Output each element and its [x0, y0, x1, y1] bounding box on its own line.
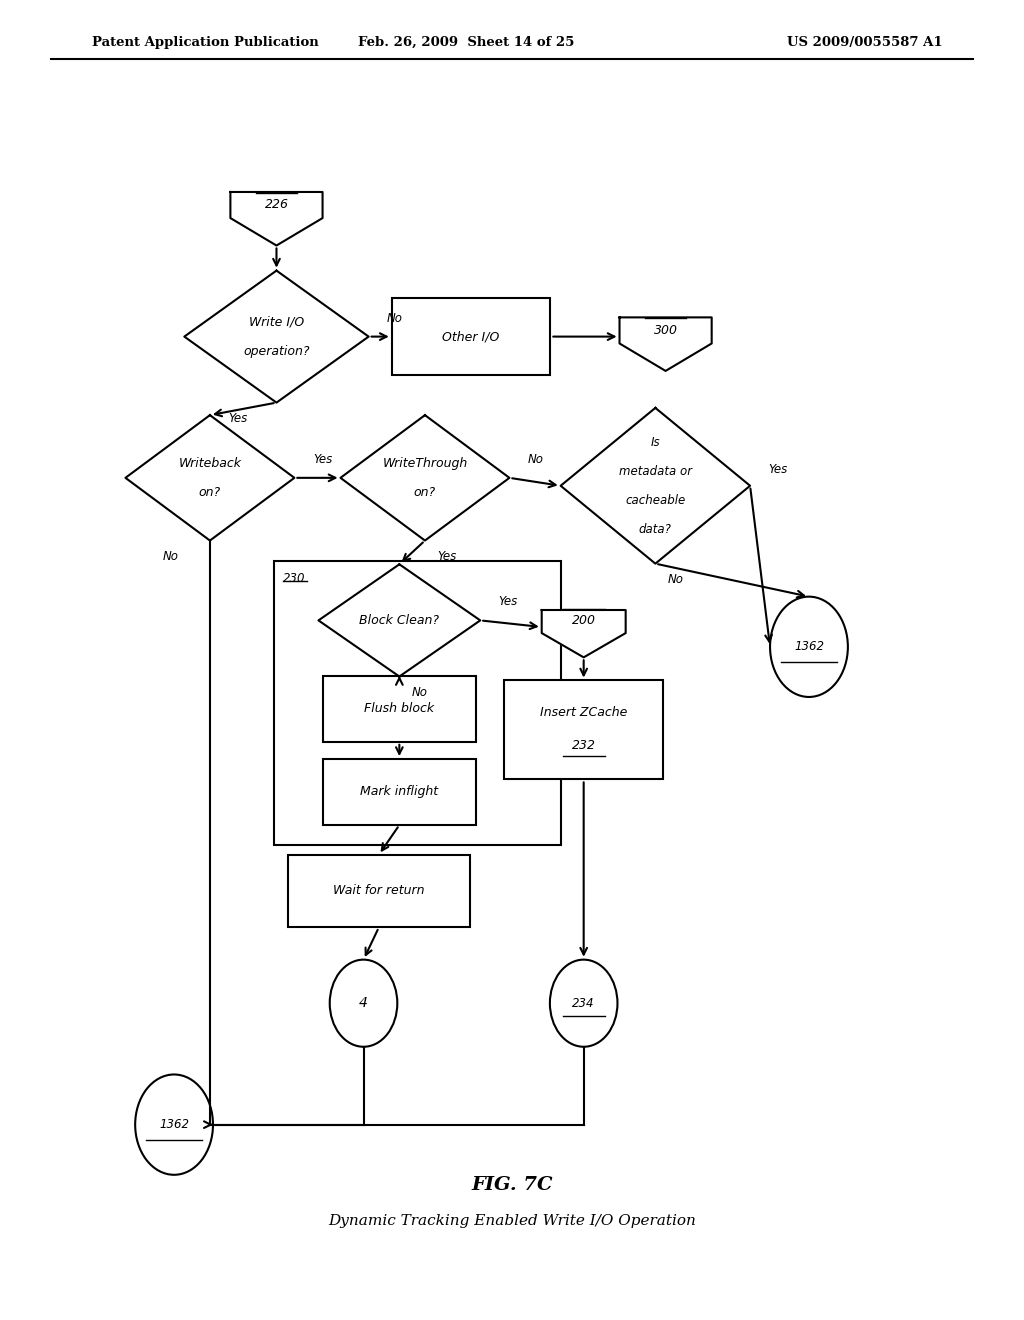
- Text: 230: 230: [283, 572, 305, 585]
- Text: on?: on?: [199, 486, 221, 499]
- Text: Insert ZCache: Insert ZCache: [540, 706, 628, 719]
- Text: Dynamic Tracking Enabled Write I/O Operation: Dynamic Tracking Enabled Write I/O Opera…: [328, 1214, 696, 1228]
- Polygon shape: [318, 565, 480, 676]
- Text: Yes: Yes: [437, 550, 457, 562]
- Polygon shape: [561, 408, 750, 564]
- Text: on?: on?: [414, 486, 436, 499]
- Circle shape: [135, 1074, 213, 1175]
- Circle shape: [770, 597, 848, 697]
- Text: cacheable: cacheable: [626, 494, 685, 507]
- Text: Block Clean?: Block Clean?: [359, 614, 439, 627]
- Polygon shape: [125, 414, 295, 541]
- Bar: [274, 561, 561, 845]
- Text: FIG. 7C: FIG. 7C: [471, 1176, 553, 1195]
- Bar: [504, 681, 664, 779]
- Text: data?: data?: [639, 523, 672, 536]
- Text: No: No: [668, 573, 684, 586]
- Text: Feb. 26, 2009  Sheet 14 of 25: Feb. 26, 2009 Sheet 14 of 25: [357, 36, 574, 49]
- Text: Other I/O: Other I/O: [442, 330, 500, 343]
- Text: 234: 234: [572, 997, 595, 1010]
- Text: Yes: Yes: [313, 453, 332, 466]
- Bar: [391, 298, 551, 375]
- Text: No: No: [163, 550, 179, 562]
- Polygon shape: [620, 317, 712, 371]
- Text: 232: 232: [571, 739, 596, 752]
- Text: Write I/O: Write I/O: [249, 315, 304, 329]
- Polygon shape: [184, 271, 369, 403]
- Polygon shape: [230, 191, 323, 246]
- Text: US 2009/0055587 A1: US 2009/0055587 A1: [787, 36, 943, 49]
- Text: 226: 226: [264, 198, 289, 211]
- Text: Mark inflight: Mark inflight: [360, 785, 438, 799]
- Text: operation?: operation?: [244, 345, 309, 358]
- Bar: [323, 759, 476, 825]
- Polygon shape: [542, 610, 626, 657]
- Text: No: No: [387, 312, 403, 325]
- Text: Yes: Yes: [499, 595, 518, 609]
- Polygon shape: [340, 414, 510, 541]
- Text: 300: 300: [653, 323, 678, 337]
- Bar: [288, 855, 470, 927]
- Text: No: No: [528, 453, 544, 466]
- Text: 200: 200: [571, 614, 596, 627]
- Text: Patent Application Publication: Patent Application Publication: [92, 36, 318, 49]
- Text: WriteThrough: WriteThrough: [382, 457, 468, 470]
- Text: 4: 4: [359, 997, 368, 1010]
- Text: metadata or: metadata or: [618, 465, 692, 478]
- Text: 1362: 1362: [794, 640, 824, 653]
- Text: Wait for return: Wait for return: [333, 884, 425, 898]
- Text: No: No: [412, 686, 428, 698]
- Circle shape: [330, 960, 397, 1047]
- Text: Is: Is: [650, 436, 660, 449]
- Text: Yes: Yes: [228, 412, 247, 425]
- Text: Writeback: Writeback: [178, 457, 242, 470]
- Text: Yes: Yes: [768, 463, 787, 477]
- Text: Flush block: Flush block: [365, 702, 434, 715]
- Bar: [323, 676, 476, 742]
- Circle shape: [550, 960, 617, 1047]
- Text: 1362: 1362: [159, 1118, 189, 1131]
